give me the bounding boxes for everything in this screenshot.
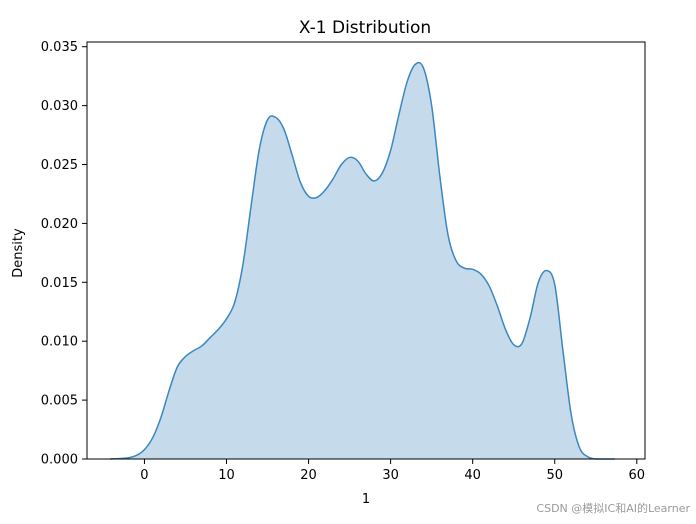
plot-area: [109, 61, 615, 460]
y-tick-label-2: 0.010: [41, 335, 78, 350]
y-axis-label: Density: [11, 228, 26, 278]
y-tick-label-4: 0.020: [41, 217, 78, 232]
y-tick-label-5: 0.025: [41, 158, 78, 173]
x-tick-label-6: 60: [629, 468, 646, 483]
watermark: CSDN @模拟IC和AI的Learner: [536, 502, 690, 515]
x-tick-label-0: 0: [140, 468, 148, 483]
series-line-0: [109, 61, 615, 460]
x-tick-label-3: 30: [382, 468, 399, 483]
y-tick-label-3: 0.015: [41, 276, 78, 291]
axes-frame: [86, 41, 646, 460]
series-area-0: [109, 62, 615, 459]
x-tick-label-4: 40: [464, 468, 481, 483]
x-axis-label: 1: [362, 492, 370, 507]
y-tick-label-6: 0.030: [41, 99, 78, 114]
x-tick-label-2: 20: [300, 468, 317, 483]
chart-title: X-1 Distribution: [299, 18, 431, 38]
y-tick-label-0: 0.000: [41, 453, 78, 468]
y-tick-label-7: 0.035: [41, 40, 78, 55]
x-tick-label-1: 10: [218, 468, 235, 483]
x-tick-label-5: 50: [546, 468, 563, 483]
y-tick-label-1: 0.005: [41, 394, 78, 409]
